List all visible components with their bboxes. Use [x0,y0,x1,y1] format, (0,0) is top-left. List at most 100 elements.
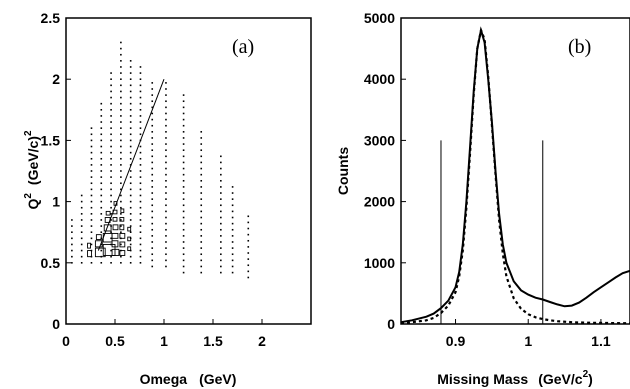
panel-a-point [231,204,234,207]
panel-a-point [231,210,234,213]
panel-a-point [100,170,103,172]
panel-a-box [119,250,126,256]
panel-a-point [110,102,112,105]
panel-a-point [200,235,203,237]
panel-a-point [110,237,112,240]
panel-a-point [100,139,103,142]
panel-a-point [129,121,132,123]
panel-a-point [129,133,132,136]
panel-a-point [129,78,132,80]
panel-a-point [80,249,83,252]
panel-a-point [129,219,132,221]
panel-a-point [120,213,122,215]
panel-b-y-axis-label: Counts [335,147,351,195]
panel-a-box [94,247,106,258]
panel-a-point [182,186,185,188]
panel-a-point [200,216,203,219]
panel-a-point [120,157,122,160]
panel-a-point [220,161,222,164]
panel-a-y-tick-label: 0 [52,316,60,332]
panel-a-point [139,170,142,172]
panel-a-point [247,270,250,273]
panel-a-point [151,210,154,213]
panel-a-point [139,219,142,221]
panel-a-point [110,139,112,142]
panel-a-label: (a) [232,36,254,58]
panel-a-point [220,265,222,268]
panel-a-point [110,176,112,178]
panel-a-point [231,216,234,219]
panel-a-point [90,139,93,142]
panel-a-point [100,249,103,252]
panel-b-y-tick-label: 3000 [364,132,395,148]
panel-a-point [129,200,132,203]
panel-a-point [165,204,167,207]
panel-a-point [151,241,154,243]
panel-a-point [182,106,185,109]
panel-a-point [80,262,83,264]
panel-a-point [151,198,154,200]
panel-a-box [111,232,119,239]
panel-a-point [165,173,167,176]
panel-a-point [120,84,122,87]
panel-a-point [129,60,132,62]
panel-a-point [129,151,132,154]
panel-a-point [200,167,203,170]
panel-a-y-tick-label: 0.5 [41,255,61,271]
panel-a-point [100,164,103,166]
panel-a-box [103,224,112,232]
panel-b-label: (b) [568,36,591,58]
panel-b-y-tick-label: 0 [387,316,395,332]
panel-a-point [120,164,122,166]
panel-a-point [231,192,234,194]
panel-a-point [200,137,203,139]
panel-a-point [165,216,167,219]
panel-a-point [151,253,154,256]
panel-a-point [220,241,222,243]
panel-a-point [165,143,167,145]
panel-a-point [110,84,112,87]
panel-a-point [231,265,234,268]
panel-a-point [182,131,185,133]
panel-a-box [119,217,125,222]
panel-a-point [139,225,142,227]
panel-a-point [120,255,122,258]
panel-a-point [120,53,122,56]
panel-a-box [102,243,116,256]
panel-a-point [165,161,167,164]
panel-a-point [139,182,142,185]
panel-a-point [100,206,103,209]
panel-a-point [200,222,203,225]
panel-a-point [110,127,112,129]
panel-b-x-tick-label: 0.9 [446,333,466,349]
panel-a-point [120,60,122,62]
panel-a-point [110,78,112,80]
panel-a-point [182,259,185,262]
panel-a-point [200,241,203,243]
panel-a-box [95,234,102,240]
panel-a-point [110,231,112,233]
panel-b-y-ticks: 0 1000 2000 3000 4000 5000 [364,10,406,332]
panel-a-point [129,139,132,142]
panel-a-x-ticks: 0 0.5 1 1.5 2 [62,319,266,349]
panel-a-scatter: 0 0.5 1 1.5 2 0 0.5 1 1.5 2 2.5 (a) Omega (GeV) Q2… [23,10,312,387]
panel-a-point [182,161,185,164]
panel-a-point [120,115,122,117]
panel-a-point [129,102,132,105]
panel-a-point [100,194,103,197]
panel-a-point [120,90,122,93]
panel-a-point [100,188,103,191]
panel-a-point [151,204,154,207]
panel-a-point [151,235,154,237]
panel-a-point [129,225,132,227]
panel-a-point [120,109,122,111]
panel-a-point [139,237,142,240]
panel-a-point [139,262,142,264]
panel-a-point [129,213,132,215]
panel-a-point [90,262,93,264]
panel-a-point [139,231,142,233]
panel-a-point [220,192,222,194]
panel-a-point [165,186,167,188]
panel-a-point [100,157,103,160]
